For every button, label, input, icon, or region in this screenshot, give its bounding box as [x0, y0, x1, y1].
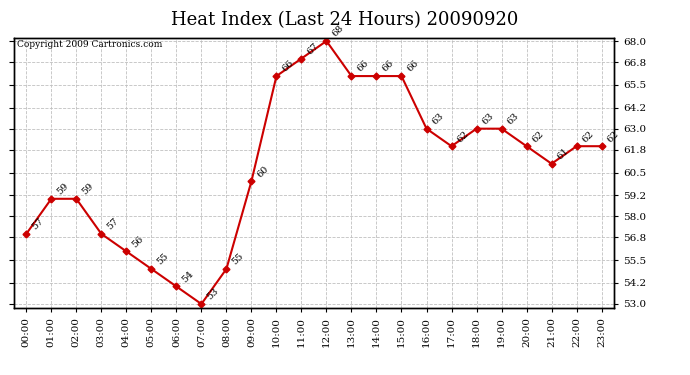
Text: 54: 54: [181, 269, 196, 284]
Text: 59: 59: [81, 182, 95, 196]
Text: 63: 63: [481, 111, 496, 126]
Text: 62: 62: [606, 129, 621, 144]
Text: 53: 53: [206, 287, 221, 302]
Text: 55: 55: [155, 252, 170, 267]
Text: Heat Index (Last 24 Hours) 20090920: Heat Index (Last 24 Hours) 20090920: [171, 11, 519, 29]
Text: 63: 63: [431, 111, 446, 126]
Text: 66: 66: [406, 59, 421, 74]
Text: 57: 57: [30, 217, 46, 232]
Text: 62: 62: [531, 129, 546, 144]
Text: 59: 59: [55, 182, 70, 196]
Text: 61: 61: [555, 147, 571, 162]
Text: 57: 57: [106, 217, 121, 232]
Text: 63: 63: [506, 111, 521, 126]
Text: 68: 68: [331, 24, 346, 39]
Text: 62: 62: [581, 129, 596, 144]
Text: 67: 67: [306, 41, 321, 56]
Text: 66: 66: [281, 59, 295, 74]
Text: 62: 62: [455, 129, 471, 144]
Text: Copyright 2009 Cartronics.com: Copyright 2009 Cartronics.com: [17, 40, 162, 49]
Text: 66: 66: [381, 59, 395, 74]
Text: 56: 56: [130, 234, 146, 249]
Text: 66: 66: [355, 59, 371, 74]
Text: 55: 55: [230, 252, 246, 267]
Text: 60: 60: [255, 164, 270, 179]
